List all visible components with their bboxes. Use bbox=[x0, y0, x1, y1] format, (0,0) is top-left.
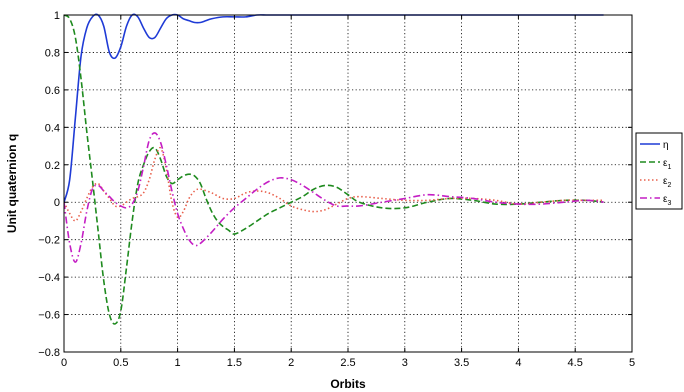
series-line-2 bbox=[64, 14, 604, 325]
x-tick-label: 1 bbox=[175, 357, 181, 369]
x-tick-label: 0 bbox=[61, 357, 67, 369]
legend-label-4: ε3 bbox=[663, 194, 671, 207]
x-tick-label: 5 bbox=[629, 357, 635, 369]
x-tick-label: 0.5 bbox=[113, 357, 128, 369]
grid-lines bbox=[64, 15, 632, 352]
x-tick-labels: 0 0.5 1 1.5 2 2.5 3 3.5 4 4.5 5 bbox=[61, 357, 635, 369]
legend-label-2: ε1 bbox=[663, 158, 671, 171]
ticks bbox=[63, 14, 633, 353]
legend-symbol: ε bbox=[663, 194, 668, 205]
x-axis-label: Orbits bbox=[330, 377, 366, 391]
legend-subscript: 2 bbox=[667, 182, 671, 189]
series-line-4 bbox=[64, 132, 604, 263]
legend-symbol: ε bbox=[663, 158, 668, 169]
y-tick-labels: −0.8 −0.6 −0.4 −0.2 0 0.2 0.4 0.6 0.8 1 bbox=[38, 10, 60, 359]
y-tick-label: −0.4 bbox=[38, 272, 60, 284]
x-tick-label: 2 bbox=[288, 357, 294, 369]
legend-label-1: η bbox=[663, 140, 669, 151]
y-tick-label: 0 bbox=[54, 197, 60, 209]
x-tick-label: 1.5 bbox=[227, 357, 242, 369]
x-tick-label: 4.5 bbox=[568, 357, 583, 369]
legend-label-3: ε2 bbox=[663, 176, 671, 189]
legend-box bbox=[635, 132, 683, 210]
y-tick-label: 0.4 bbox=[45, 122, 60, 134]
x-tick-label: 4 bbox=[515, 357, 521, 369]
y-tick-label: −0.8 bbox=[38, 347, 60, 359]
legend-subscript: 1 bbox=[667, 164, 671, 171]
x-tick-label: 3 bbox=[402, 357, 408, 369]
y-tick-label: 0.8 bbox=[45, 47, 60, 59]
y-axis-label: Unit quaternion q bbox=[5, 134, 19, 233]
y-tick-label: 0.2 bbox=[45, 160, 60, 172]
series-layer bbox=[64, 13, 604, 325]
legend-symbol: ε bbox=[663, 176, 668, 187]
x-tick-label: 2.5 bbox=[340, 357, 355, 369]
series-line-1 bbox=[64, 13, 604, 203]
series-line-3 bbox=[64, 146, 604, 222]
y-tick-label: 1 bbox=[54, 10, 60, 22]
legend-symbol: η bbox=[663, 140, 669, 151]
y-tick-label: −0.6 bbox=[38, 310, 60, 322]
y-tick-label: 0.6 bbox=[45, 85, 60, 97]
y-tick-label: −0.2 bbox=[38, 235, 60, 247]
x-tick-label: 3.5 bbox=[454, 357, 469, 369]
legend-subscript: 3 bbox=[667, 200, 671, 207]
